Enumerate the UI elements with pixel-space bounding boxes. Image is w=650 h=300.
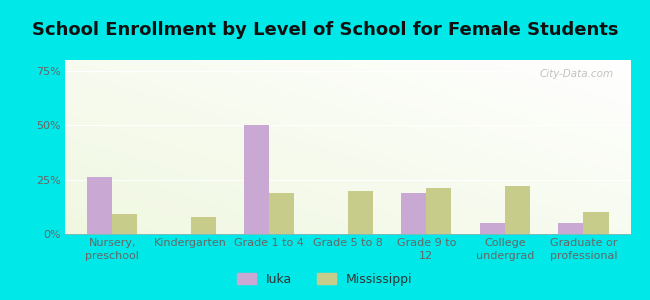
- Bar: [505, 186, 530, 234]
- Bar: [480, 223, 505, 234]
- Bar: [348, 190, 373, 234]
- Text: School Enrollment by Level of School for Female Students: School Enrollment by Level of School for…: [32, 21, 618, 39]
- Bar: [558, 223, 584, 234]
- Bar: [87, 177, 112, 234]
- Bar: [401, 193, 426, 234]
- Bar: [426, 188, 452, 234]
- Bar: [584, 212, 608, 234]
- Text: City-Data.com: City-Data.com: [540, 69, 614, 79]
- Bar: [112, 214, 137, 234]
- Legend: Iuka, Mississippi: Iuka, Mississippi: [233, 268, 417, 291]
- Bar: [269, 193, 294, 234]
- Bar: [190, 217, 216, 234]
- Bar: [244, 125, 269, 234]
